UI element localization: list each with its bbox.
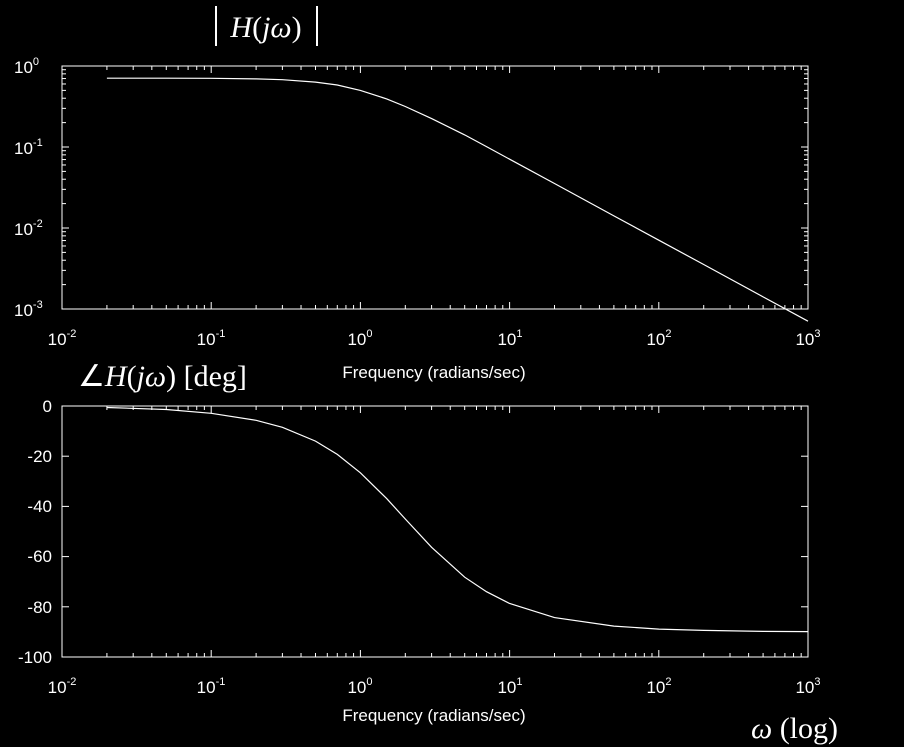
phase-y-tick-label: 0	[43, 397, 52, 416]
magnitude-y-tick-label: 10-3	[14, 299, 43, 320]
phase-x-tick-label: 10-2	[48, 676, 77, 697]
phase-y-tick-label: -80	[27, 598, 52, 617]
magnitude-x-tick-marks	[61, 66, 809, 309]
magnitude-x-tick-label: 10-1	[197, 328, 226, 349]
phase-y-tick-marks	[62, 405, 808, 658]
magnitude-chart: H(jω) 10-2 10-1 100 101 102 103 100 10-1…	[14, 6, 821, 382]
magnitude-x-tick-label: 101	[497, 328, 522, 349]
phase-title: ∠H(jω) [deg]	[78, 360, 247, 393]
phase-x-tick-label: 100	[347, 676, 372, 697]
phase-y-tick-label: -60	[27, 547, 52, 566]
phase-x-tick-label: 10-1	[197, 676, 226, 697]
phase-x-tick-label: 103	[795, 676, 820, 697]
phase-y-tick-label: -20	[27, 447, 52, 466]
phase-y-tick-label: -40	[27, 497, 52, 516]
phase-x-tick-label: 101	[497, 676, 522, 697]
magnitude-x-axis-label: Frequency (radians/sec)	[342, 363, 525, 382]
magnitude-y-tick-label: 10-2	[14, 218, 43, 239]
magnitude-title: H(jω)	[215, 6, 318, 46]
phase-x-tick-marks	[61, 406, 809, 657]
phase-chart: ∠H(jω) [deg] 10-2 10-1 100 101 102 103 0…	[18, 360, 821, 725]
phase-x-axis-label: Frequency (radians/sec)	[342, 706, 525, 725]
magnitude-y-tick-marks	[62, 65, 808, 310]
magnitude-x-tick-label: 103	[795, 328, 820, 349]
phase-series-line	[106, 406, 809, 633]
magnitude-plot-frame	[61, 65, 809, 310]
magnitude-x-tick-label: 100	[347, 328, 372, 349]
magnitude-y-tick-label: 10-1	[14, 137, 43, 158]
magnitude-y-tick-label: 100	[14, 56, 39, 77]
phase-x-tick-label: 102	[646, 676, 671, 697]
magnitude-title-text: H(jω)	[229, 11, 301, 44]
magnitude-x-tick-label: 102	[646, 328, 671, 349]
phase-plot-frame	[61, 405, 809, 658]
magnitude-series-line	[106, 77, 809, 322]
omega-log-annotation: ω (log)	[751, 712, 838, 745]
phase-y-tick-label: -100	[18, 648, 52, 667]
magnitude-x-tick-label: 10-2	[48, 328, 77, 349]
